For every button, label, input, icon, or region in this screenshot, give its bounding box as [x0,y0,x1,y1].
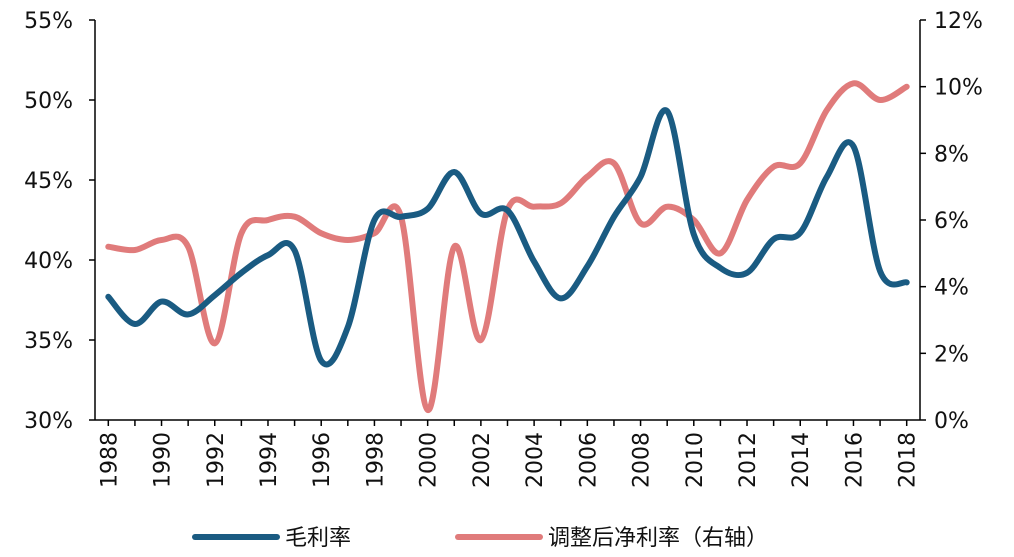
left-y-tick-label: 50% [24,89,73,114]
axes: 30% 35% 40% 45% 50% 55% 0% 2% 4% 6% 8% 10% 12% 1988 19… [24,9,983,488]
x-tick-label: 2006 [576,432,601,488]
x-tick-label: 1994 [257,432,282,488]
x-tick-label: 2008 [630,432,655,488]
right-y-tick-label: 0% [934,409,969,434]
legend: 毛利率 调整后净利率（右轴） [192,526,768,551]
x-tick-label: 1998 [363,432,388,488]
legend-net-margin-label: 调整后净利率（右轴） [548,526,768,551]
legend-gross-margin-label: 毛利率 [285,526,351,551]
x-tick-label: 1990 [151,432,176,488]
x-tick-label: 2016 [842,432,867,488]
x-tick-label: 2000 [417,432,442,488]
x-tick-label: 2010 [683,432,708,488]
x-tick-label: 1992 [204,432,229,488]
series-lines [105,80,910,414]
x-tick-label: 2004 [523,432,548,488]
x-tick-label: 2012 [736,432,761,488]
x-tick-label: 2014 [789,432,814,488]
left-y-tick-label: 30% [24,409,73,434]
left-y-tick-label: 45% [24,169,73,194]
right-y-tick-label: 2% [934,342,969,367]
right-y-tick-label: 6% [934,209,969,234]
left-y-tick-label: 55% [24,9,73,34]
left-y-tick-label: 40% [24,249,73,274]
gross-margin-line [105,107,910,368]
right-y-tick-label: 8% [934,142,969,167]
net-margin-line [105,80,910,414]
right-y-tick-label: 4% [934,276,969,301]
x-tick-label: 2002 [470,432,495,488]
right-y-tick-label: 10% [934,76,983,101]
x-tick-label: 1996 [310,432,335,488]
x-tick-label: 2018 [896,432,921,488]
right-y-tick-label: 12% [934,9,983,34]
left-y-tick-label: 35% [24,329,73,354]
x-tick-label: 1988 [97,432,122,488]
